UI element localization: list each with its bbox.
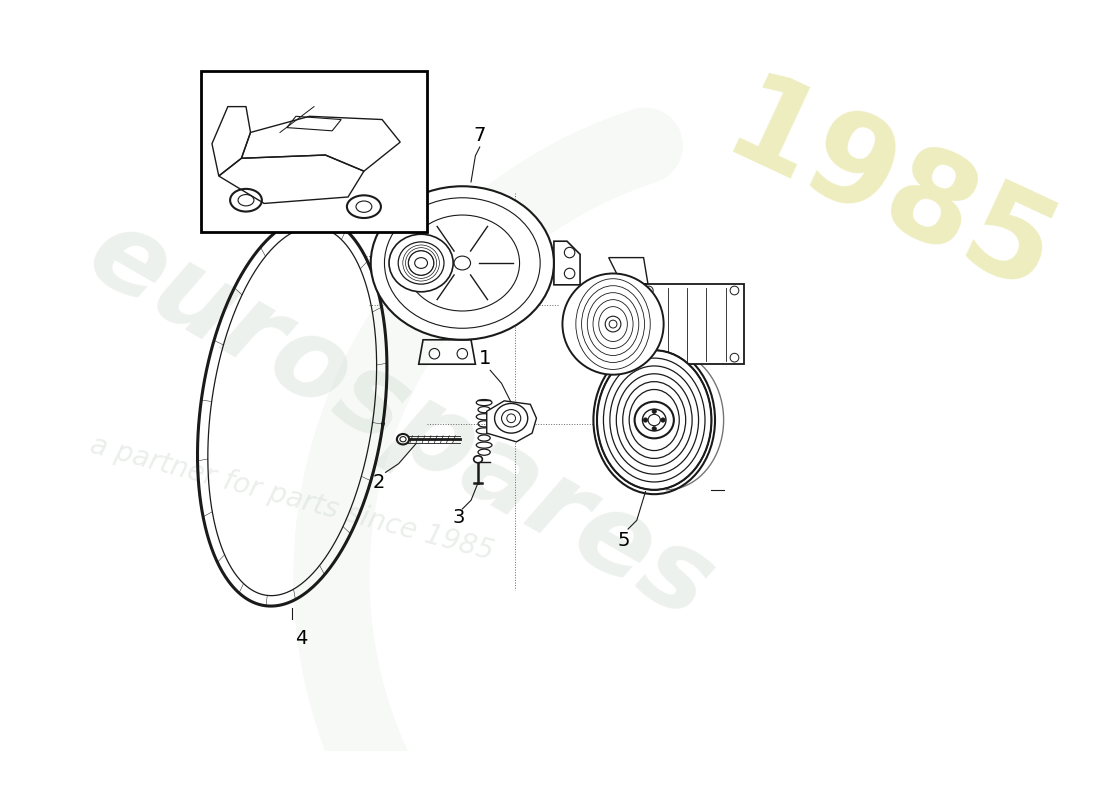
Polygon shape xyxy=(486,401,537,442)
Text: 3: 3 xyxy=(452,508,465,527)
Polygon shape xyxy=(638,284,745,364)
Ellipse shape xyxy=(495,403,528,433)
Circle shape xyxy=(661,418,666,422)
Ellipse shape xyxy=(371,186,554,340)
Circle shape xyxy=(652,409,657,414)
Ellipse shape xyxy=(562,274,663,374)
Circle shape xyxy=(644,418,648,422)
Text: 5: 5 xyxy=(617,531,630,550)
Text: 2: 2 xyxy=(373,474,385,492)
Text: eurospares: eurospares xyxy=(69,198,732,642)
Bar xyxy=(200,71,428,233)
Text: 4: 4 xyxy=(295,630,307,648)
Circle shape xyxy=(652,426,657,431)
Ellipse shape xyxy=(635,402,674,438)
Ellipse shape xyxy=(593,346,715,494)
Text: 1: 1 xyxy=(478,350,492,369)
Text: a partner for parts since 1985: a partner for parts since 1985 xyxy=(87,431,497,566)
Text: 7: 7 xyxy=(474,126,486,145)
Ellipse shape xyxy=(474,456,483,462)
Text: 6: 6 xyxy=(684,420,697,439)
Ellipse shape xyxy=(415,258,428,268)
Ellipse shape xyxy=(397,434,409,445)
Ellipse shape xyxy=(507,414,516,422)
Ellipse shape xyxy=(597,350,712,490)
Text: 1985: 1985 xyxy=(706,65,1074,322)
Ellipse shape xyxy=(454,256,471,270)
Ellipse shape xyxy=(389,234,453,292)
Ellipse shape xyxy=(605,316,620,332)
